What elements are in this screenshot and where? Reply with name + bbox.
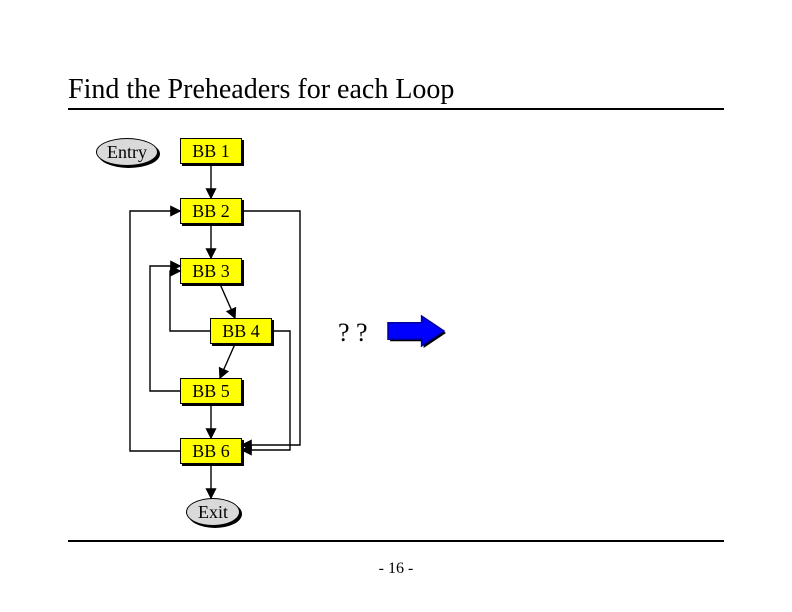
node-entry: Entry xyxy=(96,138,158,166)
node-bb1: BB 1 xyxy=(180,138,242,164)
node-bb4: BB 4 xyxy=(210,318,272,344)
node-bb5-label: BB 5 xyxy=(192,381,230,401)
node-bb2: BB 2 xyxy=(180,198,242,224)
node-bb6: BB 6 xyxy=(180,438,242,464)
question-label: ? ? xyxy=(338,318,368,348)
node-bb3: BB 3 xyxy=(180,258,242,284)
node-bb3-label: BB 3 xyxy=(192,261,230,281)
page-number: - 16 - xyxy=(0,560,792,578)
hr-top xyxy=(68,108,724,110)
node-bb6-label: BB 6 xyxy=(192,441,230,461)
page-title: Find the Preheaders for each Loop xyxy=(68,74,454,106)
node-bb1-label: BB 1 xyxy=(192,141,230,161)
node-exit-label: Exit xyxy=(198,502,228,522)
node-bb4-label: BB 4 xyxy=(222,321,260,341)
hr-bottom xyxy=(68,540,724,542)
node-entry-label: Entry xyxy=(107,142,147,162)
node-bb5: BB 5 xyxy=(180,378,242,404)
node-bb2-label: BB 2 xyxy=(192,201,230,221)
node-exit: Exit xyxy=(186,498,240,526)
